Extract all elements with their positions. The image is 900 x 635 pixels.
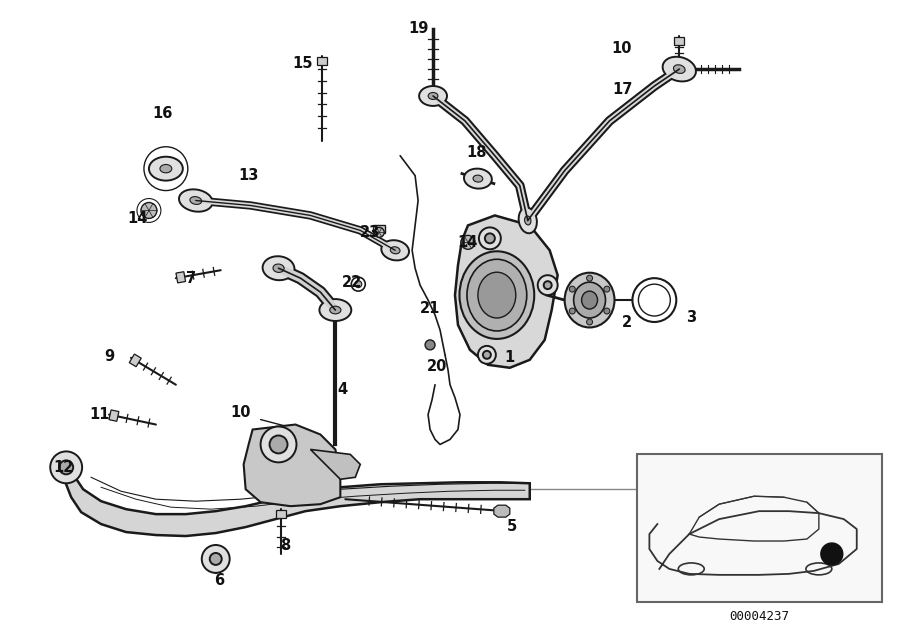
Text: 1: 1 <box>505 351 515 365</box>
Ellipse shape <box>391 247 400 254</box>
Circle shape <box>270 436 287 453</box>
Polygon shape <box>109 410 119 421</box>
Polygon shape <box>176 272 185 283</box>
Text: 6: 6 <box>213 573 224 589</box>
Text: 21: 21 <box>420 300 440 316</box>
Polygon shape <box>244 425 340 506</box>
Ellipse shape <box>518 208 537 233</box>
Circle shape <box>59 460 73 474</box>
Text: 5: 5 <box>507 519 517 533</box>
Circle shape <box>355 281 362 288</box>
Ellipse shape <box>464 169 491 189</box>
Polygon shape <box>275 510 285 518</box>
Ellipse shape <box>662 57 696 81</box>
Text: 2: 2 <box>621 316 632 330</box>
Text: 13: 13 <box>238 168 259 183</box>
Circle shape <box>210 553 221 565</box>
Ellipse shape <box>382 240 409 260</box>
Ellipse shape <box>428 93 438 100</box>
Polygon shape <box>674 37 684 45</box>
Circle shape <box>587 319 592 325</box>
Bar <box>637 455 882 602</box>
Circle shape <box>544 281 552 289</box>
Text: 3: 3 <box>686 311 697 326</box>
Text: 19: 19 <box>408 21 428 36</box>
Circle shape <box>425 340 435 350</box>
Text: 18: 18 <box>467 145 487 160</box>
Ellipse shape <box>525 216 531 225</box>
Circle shape <box>485 234 495 243</box>
Ellipse shape <box>419 86 447 106</box>
Circle shape <box>483 351 490 359</box>
Ellipse shape <box>581 291 598 309</box>
Ellipse shape <box>564 272 615 328</box>
Circle shape <box>570 286 575 292</box>
Text: 14: 14 <box>128 211 148 226</box>
Polygon shape <box>318 57 328 65</box>
Circle shape <box>261 427 296 462</box>
Ellipse shape <box>179 189 212 211</box>
Ellipse shape <box>320 299 351 321</box>
Ellipse shape <box>467 259 526 331</box>
Polygon shape <box>130 354 141 366</box>
Text: 14: 14 <box>458 235 478 250</box>
Text: 23: 23 <box>360 225 381 240</box>
Ellipse shape <box>273 264 284 272</box>
Circle shape <box>461 236 475 250</box>
Text: 00004237: 00004237 <box>730 610 789 623</box>
Polygon shape <box>64 462 530 536</box>
Text: 17: 17 <box>612 81 633 97</box>
Ellipse shape <box>478 272 516 318</box>
Ellipse shape <box>573 282 606 318</box>
Text: 15: 15 <box>292 56 312 70</box>
Polygon shape <box>455 215 558 368</box>
Text: 16: 16 <box>153 107 173 121</box>
Text: 12: 12 <box>53 460 74 475</box>
Text: 8: 8 <box>281 538 291 554</box>
Ellipse shape <box>263 257 294 280</box>
Polygon shape <box>494 505 509 517</box>
Ellipse shape <box>473 175 482 182</box>
Ellipse shape <box>190 197 202 204</box>
Text: 20: 20 <box>427 359 447 374</box>
Circle shape <box>821 543 842 565</box>
Polygon shape <box>310 450 360 479</box>
Ellipse shape <box>160 164 172 173</box>
Text: 9: 9 <box>104 349 114 364</box>
Circle shape <box>570 308 575 314</box>
Ellipse shape <box>148 157 183 180</box>
Text: 22: 22 <box>342 275 363 290</box>
Circle shape <box>587 275 592 281</box>
Circle shape <box>604 286 610 292</box>
Circle shape <box>50 451 82 483</box>
Circle shape <box>141 203 157 218</box>
Text: 4: 4 <box>338 382 347 397</box>
Circle shape <box>478 346 496 364</box>
Ellipse shape <box>329 306 341 314</box>
Circle shape <box>202 545 230 573</box>
Bar <box>374 225 385 234</box>
Text: 10: 10 <box>611 41 632 56</box>
Circle shape <box>374 227 384 237</box>
Circle shape <box>537 275 558 295</box>
Text: 11: 11 <box>89 407 109 422</box>
Circle shape <box>604 308 610 314</box>
Text: 7: 7 <box>185 271 196 286</box>
Ellipse shape <box>460 251 535 339</box>
Ellipse shape <box>673 65 685 74</box>
Circle shape <box>479 227 500 250</box>
Text: 10: 10 <box>230 405 251 420</box>
